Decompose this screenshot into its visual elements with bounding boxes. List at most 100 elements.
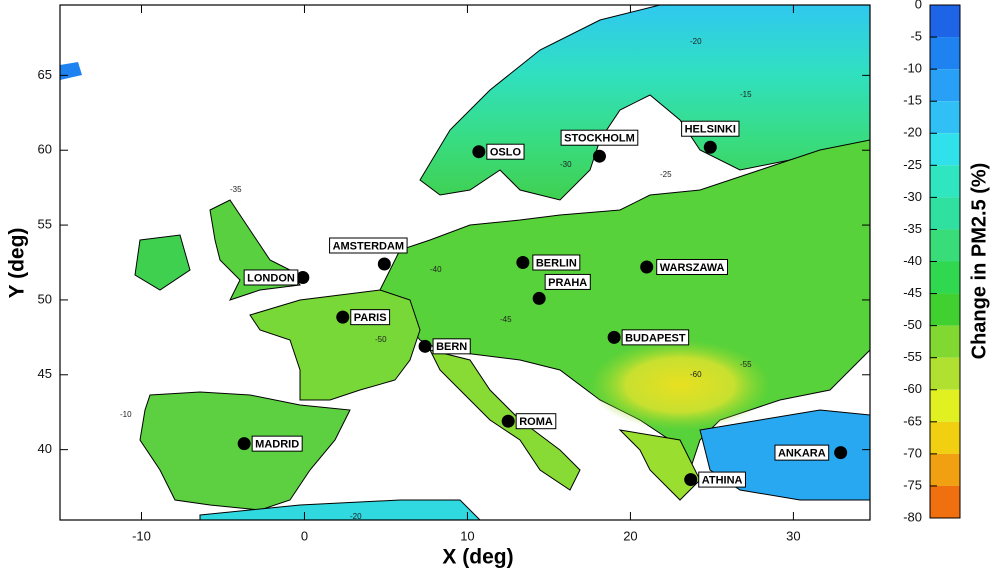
contour-label: -25: [660, 170, 672, 179]
city-label: ATHINA: [698, 471, 746, 488]
colorbar-tick-label: -60: [903, 381, 922, 396]
colorbar-band: [930, 261, 960, 294]
y-tick-label: 50: [38, 291, 52, 306]
y-tick-label: 65: [38, 67, 52, 82]
colorbar-tick-label: 0: [915, 0, 922, 11]
colorbar-band: [930, 357, 960, 390]
y-tick-label: 55: [38, 217, 52, 232]
city-marker: [592, 149, 606, 163]
contour-label: -55: [740, 360, 752, 369]
ireland: [134, 234, 191, 291]
colorbar-band: [930, 5, 960, 38]
iceland-tip: [60, 62, 82, 80]
city-label: BUDAPEST: [621, 329, 690, 346]
colorbar-tick-label: -10: [903, 61, 922, 76]
city-label: HELSINKI: [681, 120, 740, 137]
city-marker: [418, 339, 432, 353]
city-label-box: [681, 120, 740, 137]
colorbar-band: [930, 389, 960, 422]
city-label-box: [329, 237, 408, 254]
colorbar-tick-label: -75: [903, 477, 922, 492]
city-label-box: [698, 471, 746, 488]
city-label: LONDON: [243, 269, 299, 286]
city-name: AMSTERDAM: [333, 240, 405, 252]
city-name: OSLO: [490, 147, 522, 159]
y-tick-label: 60: [38, 142, 52, 157]
contour-label: -15: [740, 90, 752, 99]
colorbar-band: [930, 197, 960, 230]
city-name: BERN: [436, 341, 467, 353]
city-name: ATHINA: [702, 474, 743, 486]
contour-label: -20: [690, 37, 702, 46]
contour-label: -10: [120, 410, 132, 419]
city-label: AMSTERDAM: [329, 237, 408, 254]
x-tick-label: -10: [132, 528, 151, 543]
city-label-box: [243, 269, 299, 286]
x-axis-title: X (deg): [442, 546, 513, 569]
city-name: STOCKHOLM: [564, 133, 635, 145]
city-marker: [607, 330, 621, 344]
contour-label: -45: [500, 315, 512, 324]
colorbar-tick-label: -80: [903, 509, 922, 524]
contour-label: -60: [690, 370, 702, 379]
colorbar-tick-label: -65: [903, 413, 922, 428]
north-africa: [199, 499, 481, 520]
city-name: BERLIN: [536, 257, 577, 269]
plot-frame: [59, 4, 871, 521]
colorbar-tick-label: -20: [903, 125, 922, 140]
city-marker: [472, 145, 486, 159]
contour-label: -20: [350, 512, 362, 521]
colorbar-tick-label: -30: [903, 189, 922, 204]
colorbar-band: [930, 37, 960, 70]
city-name: PARIS: [354, 312, 387, 324]
x-tick-label: 0: [301, 528, 308, 543]
y-axis-title: Y (deg): [6, 228, 29, 299]
city-label: OSLO: [486, 143, 525, 160]
france: [249, 289, 421, 401]
colorbar-tick-label: -5: [910, 29, 922, 44]
colorbar-tick-label: -25: [903, 157, 922, 172]
city-marker: [834, 446, 848, 460]
city-label: PRAHA: [544, 273, 591, 290]
colorbar-band: [930, 325, 960, 358]
city-label: WARSZAWA: [656, 258, 729, 275]
city-name: LONDON: [247, 272, 295, 284]
city-marker: [640, 260, 654, 274]
city-label-box: [350, 309, 391, 326]
colorbar-tick-label: -45: [903, 285, 922, 300]
city-marker: [516, 256, 530, 269]
x-tick-label: 30: [786, 528, 800, 543]
colorbar-title: Change in PM2.5 (%): [968, 163, 990, 360]
city-label: PARIS: [350, 309, 391, 326]
city-label: ROMA: [515, 413, 557, 430]
colorbar-tick-label: -70: [903, 445, 922, 460]
city-marker: [377, 257, 391, 271]
contour-label: -50: [375, 335, 387, 344]
colorbar-band: [930, 133, 960, 166]
colorbar-outline: [929, 4, 961, 519]
city-label-box: [532, 254, 581, 271]
balkan-high: [590, 340, 770, 430]
colorbar-tick-label: -55: [903, 349, 922, 364]
city-marker: [237, 437, 251, 451]
y-tick-label: 45: [38, 366, 52, 381]
colorbar-band: [930, 485, 960, 518]
city-name: WARSZAWA: [660, 262, 725, 274]
city-label: ANKARA: [774, 444, 830, 461]
y-tick-label: 40: [38, 441, 52, 456]
city-label-box: [774, 444, 830, 461]
colorbar-band: [930, 101, 960, 134]
city-name: PRAHA: [548, 277, 587, 289]
city-label-box: [621, 329, 690, 346]
colorbar-tick-label: -40: [903, 253, 922, 268]
colorbar-band: [930, 229, 960, 262]
city-name: MADRID: [255, 439, 299, 451]
city-label-box: [656, 258, 729, 275]
city-marker: [703, 140, 717, 154]
city-label: STOCKHOLM: [560, 129, 639, 146]
greece: [618, 429, 701, 501]
city-label-box: [544, 273, 591, 290]
city-marker: [532, 291, 546, 305]
iberia: [139, 391, 351, 511]
